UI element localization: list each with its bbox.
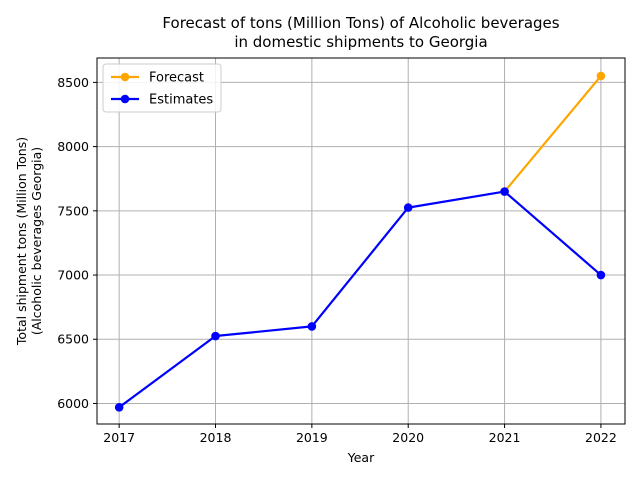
x-tick-label: 2018 [200,430,232,445]
grid [97,58,625,424]
data-point [500,187,509,196]
y-tick-label: 8500 [57,75,89,90]
y-tick-label: 7500 [57,203,89,218]
series-estimates [114,187,606,412]
series-line [503,75,602,193]
series-line [118,190,602,409]
x-axis-title: Year [347,450,375,465]
y-axis-title-line: (Alcoholic beverages Georgia) [29,147,44,335]
data-point [114,403,124,412]
chart-title-line: Forecast of tons (Million Tons) of Alcoh… [162,14,559,32]
legend-label: Forecast [149,71,204,86]
x-tick-label: 2019 [296,430,328,445]
chart-title: Forecast of tons (Million Tons) of Alcoh… [162,14,559,51]
data-point [403,203,413,212]
y-axis-title: Total shipment tons (Million Tons) (Alcoh… [14,137,44,346]
plot-frame [96,57,626,425]
y-tick-label: 7000 [57,268,89,283]
data-point [211,331,220,341]
x-tick-label: 2017 [103,430,135,445]
y-tick-label: 8000 [57,139,89,154]
legend-item: Forecast [111,71,204,86]
legend-item: Estimates [111,93,213,108]
legend: Forecast Estimates [102,63,222,113]
x-tick-label: 2020 [392,430,424,445]
ticks: 2017 2018 2019 2020 2021 2022 6000 6500 7000 7500… [57,75,617,445]
data-point [307,322,317,331]
legend-label: Estimates [149,93,213,108]
series-forecast [500,71,606,196]
x-tick-label: 2021 [489,430,521,445]
y-axis-title-line: Total shipment tons (Million Tons) [14,137,29,346]
y-tick-label: 6000 [57,396,89,411]
legend-marker [120,72,130,82]
chart-title-line: in domestic shipments to Georgia [234,33,487,51]
data-point [596,270,606,280]
data-point [596,71,606,81]
x-tick-label: 2022 [585,430,617,445]
y-tick-label: 6500 [57,332,89,347]
legend-marker [120,94,130,104]
series-layer [114,71,606,412]
